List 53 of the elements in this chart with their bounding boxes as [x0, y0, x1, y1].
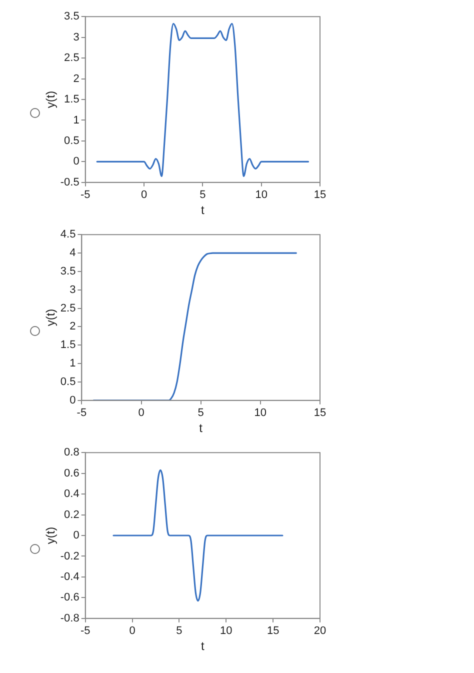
y-axis-title: y(t) — [44, 308, 58, 326]
y-tick-label: 2 — [70, 320, 76, 333]
y-tick-label: 2.5 — [60, 302, 76, 314]
x-tick-label: 5 — [176, 625, 182, 638]
y-tick-label: 3 — [73, 31, 80, 44]
y-tick-label: -0.8 — [60, 612, 80, 624]
x-axis-title: t — [201, 203, 206, 218]
y-tick-label: 4.5 — [60, 228, 76, 241]
line-series — [112, 469, 284, 602]
y-tick-label: 4 — [70, 247, 76, 260]
y-tick-label: -0.5 — [60, 176, 80, 188]
y-tick-label: 0.2 — [64, 508, 80, 521]
x-axis-title: t — [199, 421, 204, 436]
line-series — [96, 22, 310, 177]
y-tick-label: 2.5 — [64, 52, 80, 64]
x-tick-label: 5 — [198, 407, 204, 420]
y-tick-label: 3.5 — [60, 265, 76, 278]
y-axis-title: y(t) — [44, 90, 58, 108]
y-tick-label: 0.4 — [64, 488, 80, 500]
x-tick-label: -5 — [80, 625, 90, 638]
y-tick-label: 1 — [70, 358, 76, 370]
y-tick-label: 0.5 — [64, 134, 80, 147]
x-axis-title: t — [201, 639, 206, 654]
y-tick-label: 1.5 — [64, 94, 80, 106]
y-tick-label: 0 — [70, 394, 76, 406]
y-tick-label: 0.8 — [64, 446, 80, 459]
x-tick-label: 15 — [266, 625, 280, 638]
y-tick-label: 3 — [70, 284, 76, 296]
x-tick-label: 15 — [314, 407, 326, 420]
y-tick-label: 3.5 — [64, 10, 80, 23]
y-tick-label: -0.2 — [60, 550, 80, 562]
x-tick-label: 20 — [314, 625, 326, 638]
y-tick-label: 0 — [73, 530, 80, 542]
x-tick-label: 0 — [140, 189, 148, 202]
y-tick-label: 0 — [73, 156, 80, 168]
x-tick-label: 10 — [254, 407, 267, 420]
y-tick-label: 1 — [73, 114, 80, 126]
x-tick-label: 10 — [255, 189, 268, 202]
y-axis-title: y(t) — [44, 526, 58, 544]
x-tick-label: 15 — [314, 189, 326, 202]
x-tick-label: 0 — [138, 407, 144, 420]
y-tick-label: -0.6 — [60, 592, 80, 604]
y-tick-label: 2 — [73, 72, 80, 85]
x-tick-label: 5 — [200, 189, 206, 202]
y-tick-label: 1.5 — [60, 339, 76, 352]
y-tick-label: 0.6 — [64, 467, 80, 480]
y-tick-label: 0.5 — [60, 376, 76, 388]
line-series — [92, 252, 297, 400]
x-tick-label: -5 — [76, 407, 87, 420]
x-tick-label: -5 — [80, 189, 90, 202]
x-tick-label: 10 — [220, 625, 232, 638]
y-tick-label: -0.4 — [60, 570, 80, 583]
x-tick-label: 0 — [129, 625, 136, 638]
